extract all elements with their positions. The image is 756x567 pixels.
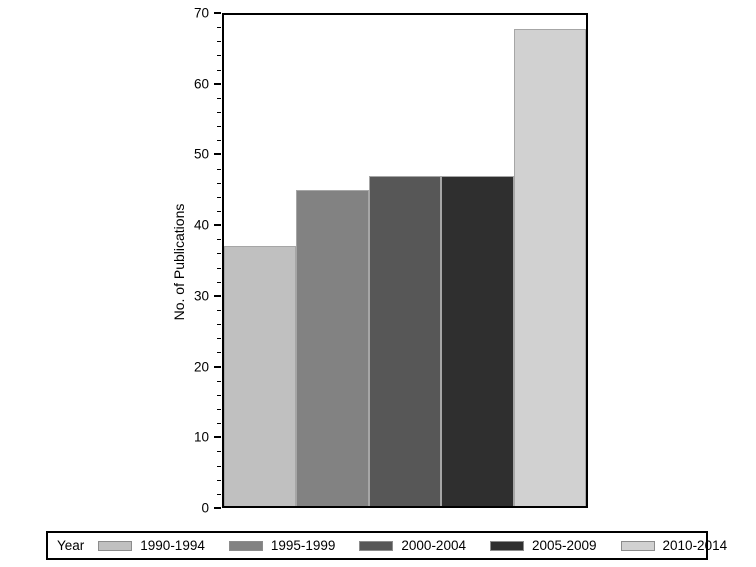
y-tick-minor-68 — [217, 27, 221, 29]
legend-item-2000-2004: 2000-2004 — [359, 538, 466, 553]
y-tick-minor-48 — [217, 168, 221, 170]
y-tick-minor-18 — [217, 380, 221, 382]
y-tick-minor-14 — [217, 409, 221, 410]
y-tick-minor-6 — [217, 465, 221, 467]
y-tick-minor-64 — [217, 55, 221, 57]
y-tick-label-0: 0 — [201, 500, 209, 516]
y-tick-minor-38 — [217, 239, 221, 241]
y-tick-major-50 — [214, 153, 221, 156]
legend-swatch-2010-2014 — [620, 540, 655, 551]
y-tick-major-20 — [214, 365, 221, 368]
legend-item-1990-1994: 1990-1994 — [98, 538, 205, 553]
plot-area — [222, 13, 588, 508]
bar-2010-2014 — [513, 29, 586, 506]
bars-container — [224, 15, 586, 506]
y-tick-label-50: 50 — [193, 146, 209, 162]
y-tick-minor-36 — [217, 253, 221, 255]
bar-2000-2004 — [368, 176, 442, 506]
y-tick-minor-28 — [217, 310, 221, 311]
legend-label-1995-1999: 1995-1999 — [270, 538, 336, 553]
legend-swatch-2000-2004 — [359, 540, 394, 551]
bar-2005-2009 — [441, 176, 514, 506]
y-tick-minor-56 — [217, 112, 221, 113]
y-tick-minor-32 — [217, 281, 221, 283]
legend-label-2005-2009: 2005-2009 — [531, 538, 597, 553]
legend: Year 1990-1994 1995-1999 2000-2004 2005-200… — [46, 531, 727, 560]
y-tick-minor-22 — [217, 352, 221, 354]
bar-1995-1999 — [296, 190, 369, 506]
legend-swatch-1995-1999 — [228, 540, 263, 551]
y-tick-minor-16 — [217, 394, 221, 396]
y-tick-major-0 — [214, 507, 221, 509]
y-tick-minor-58 — [217, 97, 221, 99]
y-tick-minor-34 — [217, 267, 221, 269]
y-tick-minor-42 — [217, 211, 221, 212]
y-tick-minor-24 — [217, 338, 221, 340]
y-tick-label-20: 20 — [193, 358, 209, 374]
legend-label-2010-2014: 2010-2014 — [662, 538, 728, 553]
bar-1990-1994 — [224, 246, 297, 506]
y-tick-major-70 — [214, 12, 221, 14]
y-tick-minor-44 — [217, 196, 221, 198]
y-tick-minor-8 — [217, 451, 221, 453]
y-tick-label-60: 60 — [193, 75, 209, 91]
y-tick-label-40: 40 — [193, 217, 209, 233]
y-tick-label-70: 70 — [193, 5, 209, 21]
y-tick-minor-26 — [217, 324, 221, 326]
y-tick-major-10 — [214, 436, 221, 439]
legend-swatch-2005-2009 — [489, 540, 524, 551]
legend-label-2000-2004: 2000-2004 — [401, 538, 466, 553]
y-tick-major-30 — [214, 294, 221, 297]
y-tick-minor-12 — [217, 423, 221, 425]
legend-item-2010-2014: 2010-2014 — [620, 538, 728, 553]
y-tick-major-60 — [214, 82, 221, 85]
y-tick-minor-66 — [217, 41, 221, 43]
y-tick-minor-2 — [217, 493, 221, 495]
legend-item-2005-2009: 2005-2009 — [489, 538, 597, 553]
y-tick-label-30: 30 — [193, 288, 209, 304]
y-tick-label-10: 10 — [193, 429, 209, 445]
y-tick-minor-54 — [217, 126, 221, 128]
y-tick-major-40 — [214, 224, 221, 227]
y-tick-minor-62 — [217, 69, 221, 71]
legend-swatch-1990-1994 — [98, 540, 133, 551]
legend-title: Year — [57, 538, 85, 553]
legend-item-1995-1999: 1995-1999 — [228, 538, 336, 553]
y-tick-minor-46 — [217, 182, 221, 184]
y-axis: 0 10 20 30 40 50 60 70 — [0, 6, 221, 514]
y-tick-minor-4 — [217, 479, 221, 481]
y-tick-minor-52 — [217, 140, 221, 142]
legend-label-1990-1994: 1990-1994 — [140, 538, 205, 553]
